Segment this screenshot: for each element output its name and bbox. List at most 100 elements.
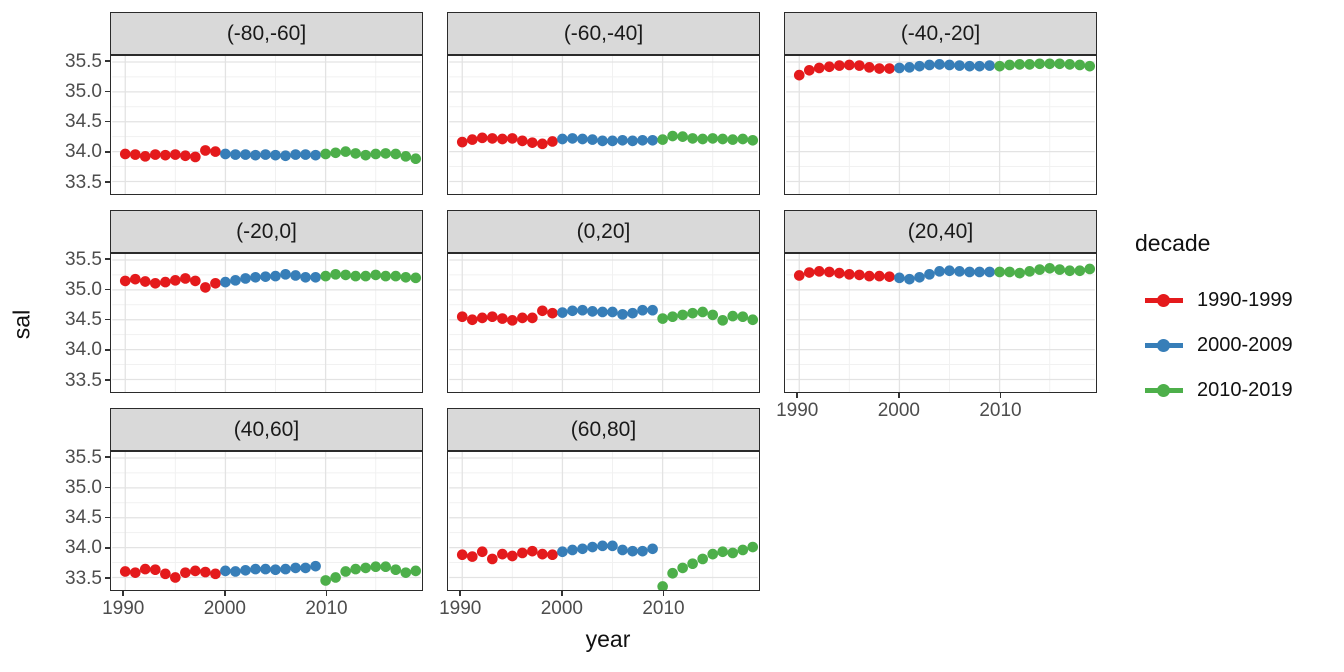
data-point: [527, 545, 538, 557]
data-point: [727, 547, 739, 559]
data-point: [697, 306, 708, 318]
data-point: [149, 564, 161, 576]
y-tick-mark: [105, 60, 110, 62]
data-point: [793, 69, 805, 81]
data-point: [220, 276, 231, 288]
y-tick-label: 35.0: [65, 476, 102, 498]
data-point: [843, 268, 855, 280]
data-point: [924, 59, 935, 71]
data-point: [1034, 264, 1045, 275]
x-tick-mark: [122, 591, 124, 596]
data-point: [677, 131, 688, 142]
data-point: [149, 277, 161, 289]
y-tick-mark: [105, 258, 110, 260]
facet-(20,40]: (20,40]: [784, 210, 1097, 393]
data-point: [260, 563, 271, 575]
x-tick-label: 2000: [877, 400, 920, 421]
legend-entry-label: 2010-2019: [1197, 378, 1293, 401]
data-point: [974, 60, 985, 72]
data-point: [280, 150, 291, 162]
facet-strip-label: (0,20]: [447, 210, 760, 253]
legend-key-icon: [1145, 377, 1183, 403]
data-point: [587, 306, 598, 317]
y-tick-mark: [105, 181, 110, 184]
data-point: [627, 135, 638, 147]
data-point: [727, 310, 739, 322]
data-point: [139, 276, 151, 287]
data-point: [854, 60, 865, 71]
y-tick-mark: [105, 516, 110, 519]
data-point: [1044, 58, 1056, 70]
data-point: [813, 266, 825, 277]
data-point: [567, 133, 578, 144]
y-tick-label: 33.5: [65, 567, 102, 589]
legend-title: decade: [1135, 230, 1211, 256]
data-point: [577, 133, 588, 145]
data-point: [904, 273, 915, 285]
data-point: [486, 133, 498, 144]
y-axis-title: sal: [8, 309, 35, 340]
data-point: [567, 544, 578, 556]
data-point: [647, 304, 658, 316]
data-point: [597, 135, 608, 147]
data-point: [647, 543, 658, 555]
data-point: [220, 148, 231, 160]
x-tick-mark: [459, 591, 461, 596]
data-point: [557, 133, 568, 145]
x-tick-mark: [898, 393, 900, 398]
facet-panel: [110, 253, 423, 393]
data-point: [280, 563, 291, 575]
data-point: [169, 274, 181, 286]
data-point: [380, 148, 391, 159]
data-point: [984, 60, 995, 71]
data-point: [547, 307, 558, 319]
data-point: [456, 136, 468, 148]
data-point: [813, 62, 825, 74]
data-point: [410, 565, 422, 577]
y-tick-label: 33.5: [65, 369, 102, 391]
data-point: [370, 561, 382, 573]
data-point: [914, 271, 925, 283]
data-point: [657, 313, 668, 324]
facet-panel: [784, 253, 1097, 393]
data-point: [497, 313, 508, 324]
data-point: [964, 60, 975, 72]
data-point: [707, 309, 719, 321]
data-point: [129, 567, 141, 578]
data-point: [129, 273, 141, 285]
facet-strip-label: (-20,0]: [110, 210, 423, 253]
x-tick-mark: [224, 591, 226, 596]
y-tick-mark: [105, 151, 110, 153]
data-point: [517, 135, 528, 147]
facet-(60,80]: (60,80]: [447, 408, 760, 591]
legend-point-glyph: [1157, 338, 1170, 352]
facet-strip-label: (20,40]: [784, 210, 1097, 253]
x-tick-mark: [796, 393, 798, 398]
data-point: [456, 311, 468, 323]
y-tick-label: 35.5: [65, 248, 102, 270]
data-point: [737, 311, 749, 323]
data-point: [637, 134, 648, 146]
legend-entry-1990-1999: 1990-1999: [1145, 287, 1293, 313]
data-point: [924, 268, 935, 280]
data-point: [677, 562, 688, 574]
data-point: [320, 148, 331, 160]
data-point: [834, 267, 845, 279]
data-point: [803, 267, 815, 278]
y-tick-label: 34.5: [65, 507, 102, 529]
data-point: [390, 270, 402, 282]
x-tick-mark: [662, 591, 665, 596]
data-point: [1024, 266, 1035, 277]
data-point: [697, 133, 708, 145]
data-point: [119, 566, 131, 577]
x-tick-label: 2000: [203, 598, 246, 619]
y-tick-mark: [105, 318, 110, 321]
data-point: [667, 567, 678, 579]
data-point: [160, 568, 171, 580]
data-point: [1054, 264, 1065, 275]
data-point: [129, 149, 141, 160]
y-tick-label: 34.0: [65, 141, 102, 163]
facet-panel: [447, 253, 760, 393]
data-point: [944, 59, 955, 71]
y-tick-label: 35.0: [65, 278, 102, 300]
